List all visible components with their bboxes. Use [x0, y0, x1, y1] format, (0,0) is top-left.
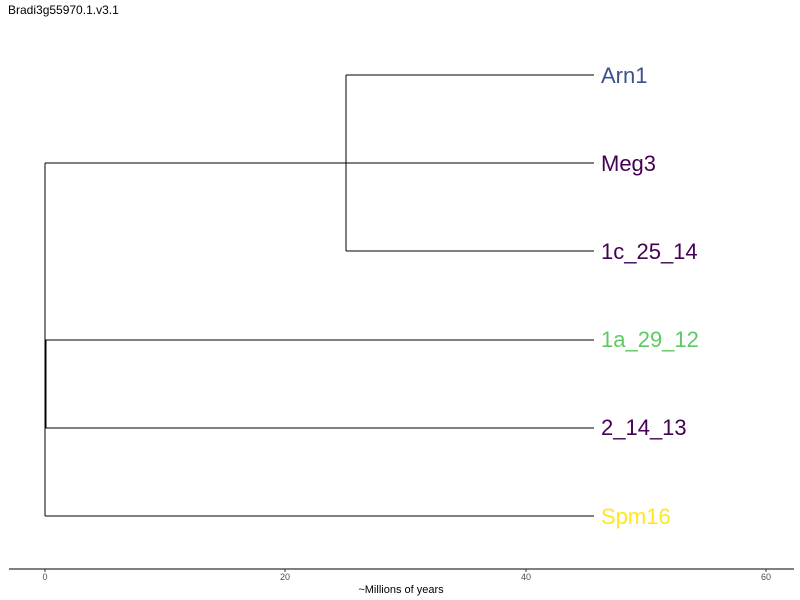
axis-title: ~Millions of years — [358, 584, 444, 596]
tick-label-20: 20 — [280, 572, 290, 582]
tip-label-arn1: Arn1 — [601, 63, 647, 88]
tip-label-spm16: Spm16 — [601, 504, 671, 529]
tip-label-1a-29-12: 1a_29_12 — [601, 327, 699, 352]
tree-title: Bradi3g55970.1.v3.1 — [8, 3, 119, 17]
tip-label-1c-25-14: 1c_25_14 — [601, 239, 698, 264]
tick-label-60: 60 — [761, 572, 771, 582]
time-axis: 0 20 40 60 ~Millions of years — [9, 568, 794, 596]
tick-label-40: 40 — [521, 572, 531, 582]
tip-label-meg3: Meg3 — [601, 151, 656, 176]
tip-labels: Arn1 Meg3 1c_25_14 1a_29_12 2_14_13 Spm1… — [601, 63, 699, 529]
tip-label-2-14-13: 2_14_13 — [601, 415, 687, 440]
tree-branches — [44, 74, 594, 517]
tick-label-0: 0 — [42, 572, 47, 582]
